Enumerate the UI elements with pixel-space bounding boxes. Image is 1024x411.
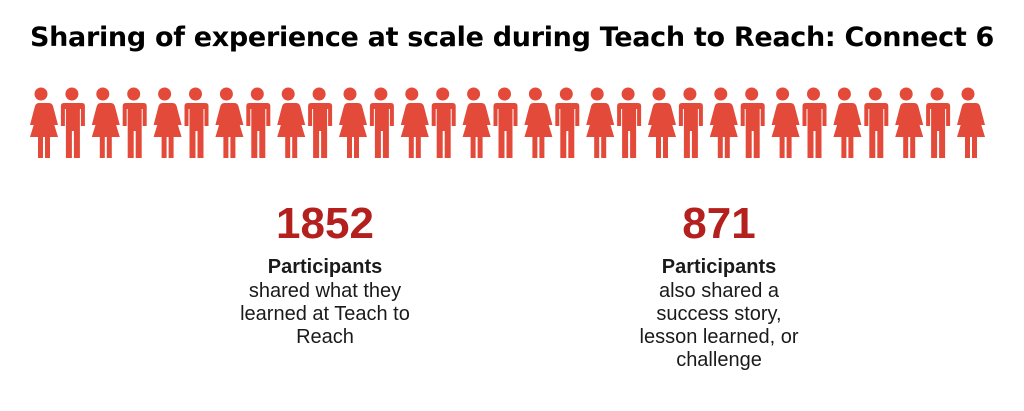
person-female-icon xyxy=(153,87,182,158)
person-female-icon xyxy=(895,87,924,158)
person-female-icon xyxy=(957,87,985,158)
people-icons-row xyxy=(30,87,985,158)
person-male-icon xyxy=(926,87,951,158)
person-male-icon xyxy=(60,87,85,158)
person-female-icon xyxy=(462,87,491,158)
stat-description: shared what they learned at Teach to Rea… xyxy=(240,280,410,348)
person-female-icon xyxy=(91,87,120,158)
person-male-icon xyxy=(122,87,147,158)
stat-heading: Participants xyxy=(661,256,777,278)
person-male-icon xyxy=(493,87,518,158)
person-female-icon xyxy=(586,87,615,158)
person-female-icon xyxy=(30,87,58,158)
stat-description: also shared a success story, lesson lear… xyxy=(639,280,799,371)
stat-participants-stories: 871 Participants also shared a success s… xyxy=(599,197,839,372)
person-female-icon xyxy=(524,87,553,158)
stat-participants-shared: 1852 Participants shared what they learn… xyxy=(205,197,445,349)
person-male-icon xyxy=(617,87,642,158)
person-male-icon xyxy=(431,87,456,158)
person-male-icon xyxy=(308,87,333,158)
person-female-icon xyxy=(339,87,367,158)
page-title: Sharing of experience at scale during Te… xyxy=(29,22,995,53)
person-female-icon xyxy=(833,87,862,158)
person-female-icon xyxy=(771,87,800,158)
person-male-icon xyxy=(184,87,209,158)
person-male-icon xyxy=(555,87,580,158)
person-female-icon xyxy=(709,87,738,158)
person-male-icon xyxy=(802,87,827,158)
person-male-icon xyxy=(246,87,271,158)
person-female-icon xyxy=(277,87,306,158)
person-male-icon xyxy=(740,87,765,158)
person-male-icon xyxy=(369,87,394,158)
person-male-icon xyxy=(864,87,889,158)
person-male-icon xyxy=(678,87,703,158)
stat-heading: Participants xyxy=(267,256,383,278)
person-female-icon xyxy=(215,87,244,158)
person-female-icon xyxy=(400,87,429,158)
person-female-icon xyxy=(648,87,676,158)
stat-number: 1852 xyxy=(276,199,374,248)
stat-number: 871 xyxy=(682,199,756,248)
